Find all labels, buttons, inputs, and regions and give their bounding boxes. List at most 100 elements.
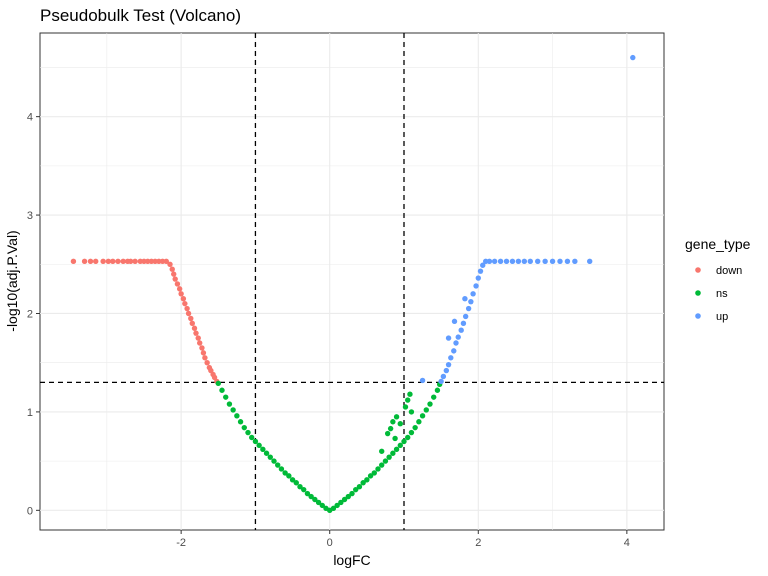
data-point-up [503, 258, 510, 265]
data-point-ns [260, 446, 266, 452]
legend-label-up: up [716, 311, 728, 323]
data-point-ns [379, 448, 385, 454]
data-point-ns [401, 438, 407, 445]
data-point-down [141, 258, 147, 265]
data-point-ns [431, 394, 437, 400]
data-point-ns [226, 401, 233, 407]
data-point-down [169, 266, 175, 272]
data-point-up [419, 377, 426, 384]
data-point-up [465, 305, 472, 312]
data-point-down [188, 315, 194, 322]
data-point-down [200, 350, 207, 356]
data-point-down [120, 258, 126, 265]
data-point-up [515, 258, 522, 265]
data-point-down [211, 374, 218, 381]
data-point-down [180, 296, 187, 302]
data-point-down [172, 276, 178, 282]
data-point-up [440, 373, 447, 380]
data-point-up [448, 355, 454, 361]
data-point-up [630, 54, 636, 61]
data-point-up [491, 258, 498, 265]
data-point-ns [304, 490, 311, 497]
data-point-ns [301, 486, 307, 493]
data-point-ns [390, 419, 396, 425]
data-point-down [185, 310, 192, 317]
data-point-ns [379, 462, 385, 468]
data-point-up [458, 327, 464, 333]
data-point-ns [353, 486, 359, 493]
x-axis-title: logFC [333, 552, 370, 568]
data-point-ns [382, 458, 389, 464]
data-point-up [460, 320, 467, 327]
data-point-down [105, 258, 112, 265]
data-point-ns [392, 435, 398, 442]
data-point-down [115, 258, 121, 265]
series-up [419, 54, 636, 385]
data-point-ns [338, 499, 344, 506]
legend-label-down: down [716, 265, 742, 277]
series-ns [215, 380, 443, 514]
data-point-up [451, 348, 457, 354]
data-point-down [93, 258, 99, 265]
data-point-ns [215, 380, 221, 387]
data-point-ns [367, 473, 374, 479]
data-point-down [204, 359, 210, 366]
data-point-ns [386, 454, 392, 460]
data-point-up [527, 258, 533, 265]
data-point-up [455, 334, 461, 340]
data-point-ns [405, 434, 411, 441]
data-point-up [497, 258, 504, 265]
x-tick-label: 0 [327, 537, 333, 549]
data-point-ns [341, 496, 348, 503]
data-point-ns [384, 430, 391, 437]
data-point-ns [223, 394, 229, 400]
data-point-ns [308, 493, 314, 500]
data-point-down [127, 258, 134, 265]
data-point-ns [387, 425, 394, 432]
data-point-up [587, 258, 593, 265]
data-point-ns [286, 473, 292, 479]
data-point-down [159, 258, 166, 265]
data-point-up [477, 268, 484, 274]
data-point-down [148, 258, 155, 265]
data-point-ns [397, 442, 403, 449]
data-point-ns [234, 413, 240, 419]
data-point-ns [405, 397, 411, 403]
data-point-down [137, 258, 143, 265]
data-point-ns [293, 480, 299, 486]
data-point-up [557, 258, 563, 265]
y-tick-label: 2 [27, 308, 33, 320]
data-point-ns [360, 480, 366, 486]
data-point-ns [349, 490, 355, 497]
data-point-ns [237, 419, 244, 425]
data-point-ns [319, 502, 325, 509]
data-point-down [184, 305, 190, 312]
axis-ticks: -2 0 2 4 0 1 2 3 4 [27, 112, 630, 549]
data-point-up [564, 258, 571, 265]
data-point-up [509, 258, 516, 265]
data-point-ns [408, 409, 415, 415]
data-point-up [443, 367, 450, 374]
data-point-ns [282, 470, 288, 476]
data-point-down [156, 258, 162, 265]
data-point-ns [412, 424, 418, 431]
legend-key-down [695, 267, 701, 273]
data-point-ns [315, 499, 322, 506]
data-point-ns [393, 446, 400, 452]
data-point-down [110, 258, 116, 265]
data-point-down [182, 300, 188, 307]
data-point-ns [252, 438, 259, 445]
data-point-up [462, 296, 468, 302]
data-point-ns [334, 502, 340, 509]
data-point-ns [397, 421, 403, 427]
data-point-down [145, 258, 151, 265]
data-point-ns [219, 387, 225, 393]
data-point-ns [297, 484, 303, 490]
data-point-ns [289, 477, 296, 483]
data-point-down [87, 258, 94, 265]
data-point-ns [407, 391, 413, 397]
data-point-up [438, 378, 444, 385]
data-point-up [462, 313, 469, 320]
x-tick-label: -2 [176, 537, 186, 549]
